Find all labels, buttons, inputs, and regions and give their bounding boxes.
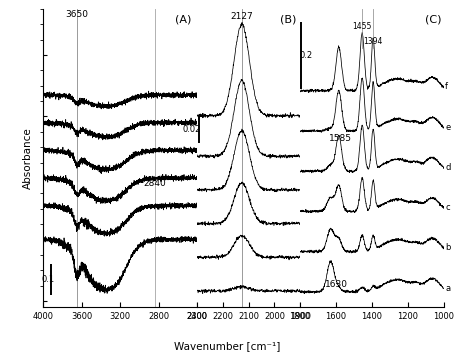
Text: f: f	[303, 111, 306, 121]
Text: d: d	[198, 146, 204, 155]
Text: 0.02: 0.02	[183, 125, 201, 134]
Text: b: b	[198, 201, 204, 210]
Text: c: c	[445, 203, 450, 212]
Text: d: d	[445, 163, 451, 172]
Y-axis label: Absorbance: Absorbance	[23, 127, 33, 189]
Text: f: f	[445, 82, 448, 91]
Text: b: b	[303, 252, 309, 262]
Text: b: b	[445, 243, 451, 252]
Text: 0.2: 0.2	[299, 51, 312, 60]
Text: 0.1: 0.1	[42, 275, 54, 284]
Text: 1585: 1585	[329, 134, 352, 143]
Text: (B): (B)	[280, 15, 296, 25]
Text: c: c	[198, 174, 203, 183]
Text: e: e	[303, 152, 308, 160]
Text: f: f	[198, 91, 202, 100]
Text: 1630: 1630	[325, 280, 348, 289]
Text: e: e	[198, 118, 204, 127]
Text: a: a	[198, 235, 203, 244]
Text: Wavenumber [cm⁻¹]: Wavenumber [cm⁻¹]	[174, 341, 280, 351]
Text: 1455: 1455	[352, 22, 372, 32]
Text: a: a	[445, 284, 450, 293]
Text: 3650: 3650	[65, 10, 89, 20]
Text: 1394: 1394	[364, 37, 383, 46]
Text: (C): (C)	[424, 15, 441, 25]
Text: e: e	[445, 123, 450, 132]
Text: d: d	[303, 185, 309, 195]
Text: c: c	[303, 219, 308, 228]
Text: 2840: 2840	[143, 179, 166, 188]
Text: 2127: 2127	[230, 12, 253, 21]
Text: a: a	[303, 286, 308, 295]
Text: (A): (A)	[175, 15, 191, 25]
